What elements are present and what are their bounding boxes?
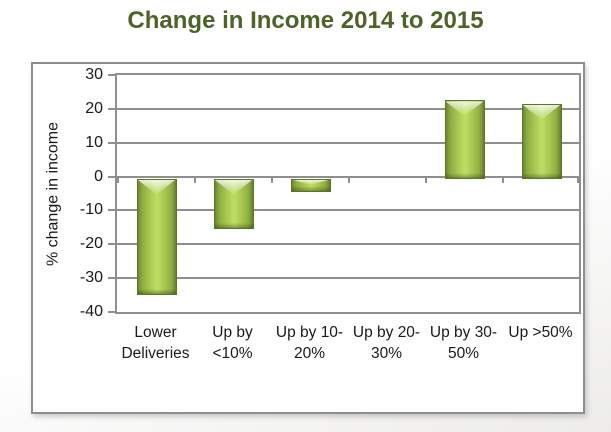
y-axis-tick-mark bbox=[108, 209, 116, 212]
x-axis-label-4: Up by 30- 50% bbox=[425, 322, 502, 364]
x-axis-label-line: Up by 30- bbox=[429, 324, 498, 341]
gridline--10 bbox=[117, 209, 579, 212]
x-axis-label-line: Up by 20- bbox=[352, 324, 421, 341]
x-axis-label-line: 30% bbox=[370, 345, 403, 362]
bar-1 bbox=[213, 178, 254, 230]
y-axis-tick-mark bbox=[108, 175, 116, 178]
y-tick-label--30: -30 bbox=[79, 269, 103, 287]
x-axis-label-line: Deliveries bbox=[121, 345, 190, 362]
bar-0 bbox=[136, 178, 177, 296]
y-tick-label-0: 0 bbox=[94, 167, 103, 185]
x-axis-label-line: Lower bbox=[134, 324, 177, 341]
x-axis-tick-mark bbox=[502, 176, 504, 183]
y-axis-tick-mark bbox=[108, 277, 116, 280]
gridline--20 bbox=[117, 243, 579, 246]
chart-title: Change in Income 2014 to 2015 bbox=[127, 7, 484, 34]
y-axis-tick-mark bbox=[108, 243, 116, 246]
x-axis-tick-mark bbox=[577, 176, 579, 183]
x-axis-label-line: 50% bbox=[447, 345, 480, 362]
x-axis-label-2: Up by 10- 20% bbox=[271, 322, 348, 364]
x-axis-label-line: Up by bbox=[212, 324, 253, 341]
plot-area bbox=[108, 73, 581, 314]
x-axis-label-line: Up >50% bbox=[508, 324, 573, 341]
x-axis-label-1: Up by <10% bbox=[194, 322, 271, 364]
chart-frame: % change in income 30 20 10 0 -10 -20 -30 -40 L… bbox=[31, 62, 585, 414]
x-axis-label-3: Up by 20- 30% bbox=[348, 322, 425, 364]
bar-5 bbox=[521, 103, 562, 179]
y-axis-tick-mark bbox=[108, 74, 116, 76]
y-tick-label--10: -10 bbox=[79, 201, 103, 219]
gridline-20 bbox=[117, 107, 579, 110]
y-tick-label--40: -40 bbox=[79, 303, 103, 320]
x-axis-label-5: Up >50% bbox=[502, 322, 579, 364]
x-axis-label-0: Lower Deliveries bbox=[117, 322, 194, 364]
y-axis-tick-mark bbox=[108, 311, 116, 313]
y-axis-tick-labels: 30 20 10 0 -10 -20 -30 -40 bbox=[33, 66, 103, 320]
gridline--30 bbox=[117, 277, 579, 280]
bar-4 bbox=[444, 100, 485, 179]
y-tick-label--20: -20 bbox=[79, 235, 103, 253]
x-axis-labels: Lower Deliveries Up by <10% Up by 10- 20% Up b… bbox=[117, 322, 579, 364]
x-axis-tick-mark bbox=[271, 176, 273, 183]
y-axis-tick-mark bbox=[108, 107, 116, 110]
x-axis-label-line: Up by 10- bbox=[275, 324, 344, 341]
bar-2 bbox=[290, 178, 331, 193]
x-axis-label-line: 20% bbox=[293, 345, 326, 362]
y-axis-tick-mark bbox=[108, 141, 116, 144]
gridline-10 bbox=[117, 141, 579, 144]
x-axis-label-line: <10% bbox=[212, 345, 253, 362]
x-axis-tick-mark bbox=[194, 176, 196, 183]
y-tick-label-30: 30 bbox=[85, 66, 103, 83]
x-axis-tick-mark bbox=[348, 176, 350, 183]
y-tick-label-10: 10 bbox=[85, 133, 103, 151]
x-axis-tick-mark bbox=[117, 176, 119, 183]
x-axis-tick-mark bbox=[425, 176, 427, 183]
y-tick-label-20: 20 bbox=[85, 99, 103, 117]
